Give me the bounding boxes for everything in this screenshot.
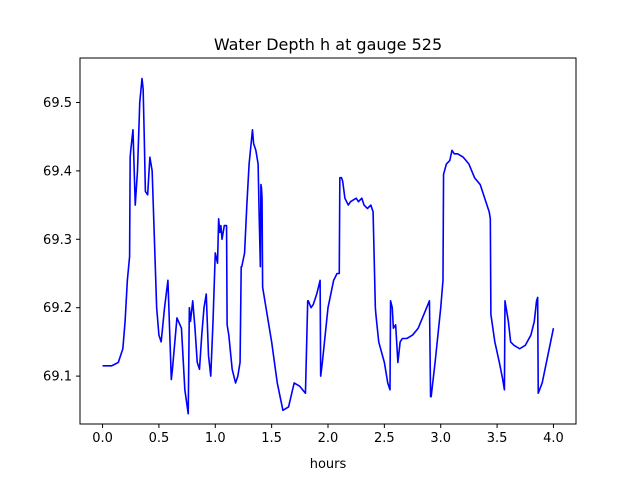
x-axis-label: hours (310, 457, 347, 472)
y-tick-label: 69.2 (43, 301, 72, 316)
x-tick-label: 2.5 (374, 431, 395, 446)
series-line-0 (102, 77, 555, 415)
x-tick-label: 3.0 (430, 431, 451, 446)
x-axis: 0.0 0.5 1.0 1.5 2.0 2.5 3.0 3.5 4.0 (92, 424, 564, 446)
y-tick-label: 69.4 (43, 164, 72, 179)
series-layer (102, 77, 555, 415)
x-tick-label: 0.5 (149, 431, 170, 446)
x-tick-label: 3.5 (487, 431, 508, 446)
x-tick-label: 2.0 (318, 431, 339, 446)
x-tick-label: 1.0 (205, 431, 226, 446)
chart-title: Water Depth h at gauge 525 (214, 35, 442, 54)
x-tick-label: 0.0 (92, 431, 113, 446)
x-tick-label: 1.5 (261, 431, 282, 446)
x-tick-label: 4.0 (543, 431, 564, 446)
y-tick-label: 69.3 (43, 233, 72, 248)
y-tick-label: 69.5 (43, 96, 72, 111)
y-axis: 69.1 69.2 69.3 69.4 69.5 (43, 96, 80, 385)
y-tick-label: 69.1 (43, 370, 72, 385)
